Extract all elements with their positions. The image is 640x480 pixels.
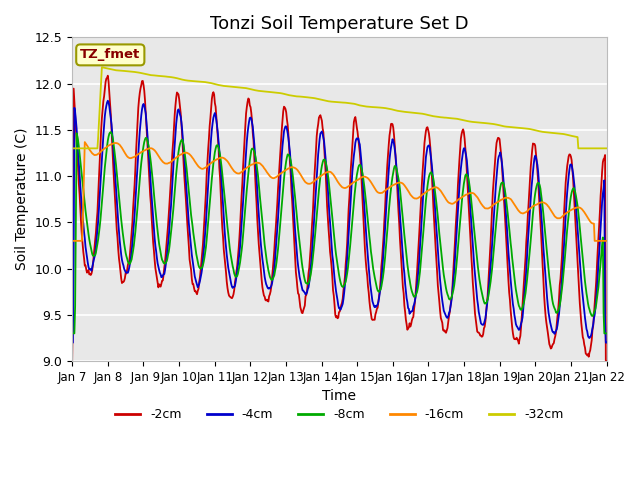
Text: TZ_fmet: TZ_fmet: [80, 48, 140, 61]
X-axis label: Time: Time: [323, 389, 356, 403]
Legend: -2cm, -4cm, -8cm, -16cm, -32cm: -2cm, -4cm, -8cm, -16cm, -32cm: [110, 403, 568, 426]
Y-axis label: Soil Temperature (C): Soil Temperature (C): [15, 128, 29, 271]
Title: Tonzi Soil Temperature Set D: Tonzi Soil Temperature Set D: [210, 15, 468, 33]
